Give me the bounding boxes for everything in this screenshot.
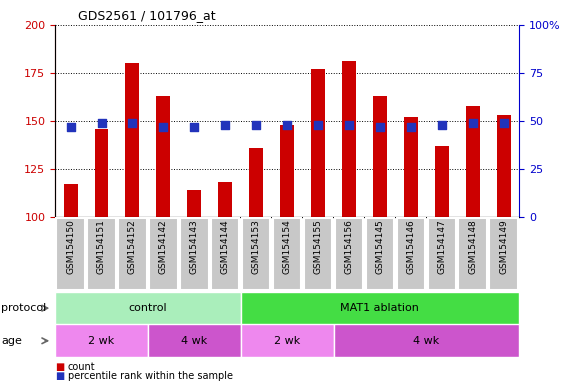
Text: GSM154154: GSM154154: [282, 219, 292, 274]
Text: MAT1 ablation: MAT1 ablation: [340, 303, 419, 313]
Point: [97, 120, 106, 126]
Point: [437, 122, 447, 128]
Bar: [304, 218, 332, 290]
Text: protocol: protocol: [1, 303, 46, 313]
Bar: [149, 218, 177, 290]
Bar: [280, 125, 294, 217]
Text: GSM154147: GSM154147: [437, 219, 446, 274]
Text: GSM154152: GSM154152: [128, 219, 137, 274]
Point: [345, 122, 354, 128]
Point: [313, 122, 322, 128]
Bar: [427, 218, 456, 290]
Point: [282, 122, 292, 128]
Bar: [273, 218, 302, 290]
Bar: [187, 190, 201, 217]
Point: [252, 122, 261, 128]
Bar: [241, 292, 519, 324]
Text: GSM154149: GSM154149: [499, 219, 508, 274]
Text: GSM154155: GSM154155: [314, 219, 322, 274]
Bar: [365, 218, 394, 290]
Bar: [55, 324, 148, 357]
Bar: [218, 182, 232, 217]
Bar: [404, 117, 418, 217]
Text: GDS2561 / 101796_at: GDS2561 / 101796_at: [78, 9, 216, 22]
Text: count: count: [68, 362, 96, 372]
Text: ■: ■: [55, 371, 64, 381]
Bar: [211, 218, 240, 290]
Point: [220, 122, 230, 128]
Text: GSM154143: GSM154143: [190, 219, 199, 274]
Bar: [458, 218, 487, 290]
Text: ■: ■: [55, 362, 64, 372]
Text: 4 wk: 4 wk: [181, 336, 208, 346]
Text: control: control: [129, 303, 167, 313]
Bar: [435, 146, 449, 217]
Point: [499, 120, 508, 126]
Text: GSM154142: GSM154142: [159, 219, 168, 274]
Text: GSM154153: GSM154153: [252, 219, 260, 274]
Bar: [180, 218, 209, 290]
Text: GSM154150: GSM154150: [66, 219, 75, 274]
Bar: [335, 218, 363, 290]
Bar: [157, 96, 171, 217]
Text: GSM154156: GSM154156: [345, 219, 353, 274]
Text: GSM154146: GSM154146: [407, 219, 415, 274]
Bar: [311, 69, 325, 217]
Point: [468, 120, 477, 126]
Text: GSM154144: GSM154144: [221, 219, 230, 274]
Bar: [342, 61, 356, 217]
Bar: [373, 96, 387, 217]
Text: 2 wk: 2 wk: [88, 336, 115, 346]
Point: [375, 124, 385, 130]
Bar: [64, 184, 78, 217]
Bar: [249, 148, 263, 217]
Text: percentile rank within the sample: percentile rank within the sample: [68, 371, 233, 381]
Bar: [55, 292, 241, 324]
Text: age: age: [1, 336, 22, 346]
Bar: [496, 115, 510, 217]
Text: GSM154148: GSM154148: [468, 219, 477, 274]
Bar: [56, 218, 85, 290]
Point: [190, 124, 199, 130]
Text: 4 wk: 4 wk: [413, 336, 440, 346]
Bar: [242, 218, 270, 290]
Bar: [148, 324, 241, 357]
Bar: [466, 106, 480, 217]
Point: [159, 124, 168, 130]
Text: GSM154145: GSM154145: [375, 219, 385, 274]
Point: [128, 120, 137, 126]
Bar: [125, 63, 139, 217]
Bar: [87, 218, 116, 290]
Point: [66, 124, 75, 130]
Bar: [118, 218, 147, 290]
Text: GSM154151: GSM154151: [97, 219, 106, 274]
Point: [406, 124, 415, 130]
Bar: [334, 324, 519, 357]
Bar: [490, 218, 518, 290]
Bar: [397, 218, 425, 290]
Text: 2 wk: 2 wk: [274, 336, 300, 346]
Bar: [95, 129, 108, 217]
Bar: [241, 324, 334, 357]
